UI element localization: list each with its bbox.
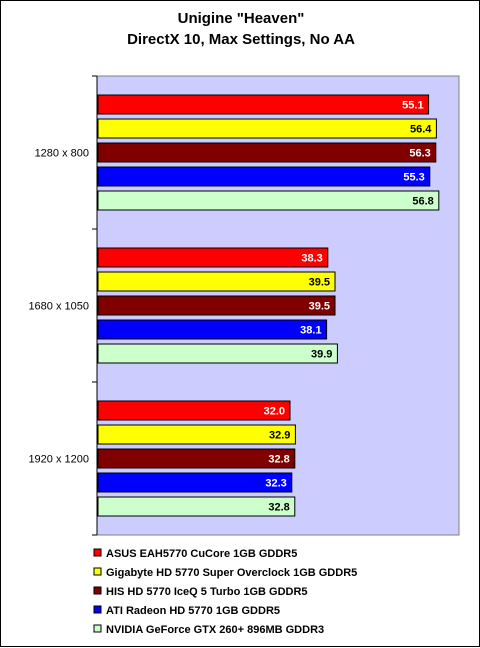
chart-title: Unigine "Heaven" xyxy=(178,10,305,27)
legend-swatch xyxy=(93,605,102,614)
category-label: 1680 x 1050 xyxy=(28,301,89,313)
data-label: 55.3 xyxy=(403,172,424,184)
legend-entry: NVIDIA GeForce GTX 260+ 896MB GDDR3 xyxy=(106,624,324,636)
legend-entry: HIS HD 5770 IceQ 5 Turbo 1GB GDDR5 xyxy=(106,586,308,598)
bar xyxy=(97,166,431,187)
bar xyxy=(97,295,336,316)
bar xyxy=(97,94,430,115)
legend-swatch xyxy=(93,548,102,557)
data-label: 39.5 xyxy=(309,277,330,289)
legend-swatch xyxy=(93,567,102,576)
data-label: 38.1 xyxy=(300,325,321,337)
legend-swatch xyxy=(93,624,102,633)
category-label: 1920 x 1200 xyxy=(28,454,89,466)
data-label: 56.8 xyxy=(412,196,433,208)
data-label: 32.3 xyxy=(265,478,286,490)
data-label: 55.1 xyxy=(402,100,423,112)
bar xyxy=(97,448,296,469)
bar xyxy=(97,142,437,163)
legend-entry: ASUS EAH5770 CuCore 1GB GDDR5 xyxy=(106,548,297,560)
chart-subtitle: DirectX 10, Max Settings, No AA xyxy=(127,31,355,48)
legend-swatch xyxy=(93,586,102,595)
data-label: 56.3 xyxy=(409,148,430,160)
legend-entry: ATI Radeon HD 5770 1GB GDDR5 xyxy=(106,605,280,617)
category-label: 1280 x 800 xyxy=(35,148,89,160)
bar xyxy=(97,271,336,292)
legend-entry: Gigabyte HD 5770 Super Overclock 1GB GDD… xyxy=(106,567,357,579)
data-label: 38.3 xyxy=(301,253,322,265)
bar xyxy=(97,424,296,445)
bar xyxy=(97,319,328,340)
bar xyxy=(97,496,296,517)
data-label: 39.5 xyxy=(309,301,330,313)
bar xyxy=(97,472,293,493)
bar xyxy=(97,190,440,211)
bar xyxy=(97,343,338,364)
bar xyxy=(97,247,329,268)
data-label: 39.9 xyxy=(311,349,332,361)
data-label: 32.8 xyxy=(268,502,289,514)
data-label: 32.9 xyxy=(269,430,290,442)
data-label: 32.0 xyxy=(264,406,285,418)
bar xyxy=(97,400,291,421)
data-label: 56.4 xyxy=(410,124,432,136)
bar xyxy=(97,118,437,139)
data-label: 32.8 xyxy=(268,454,289,466)
